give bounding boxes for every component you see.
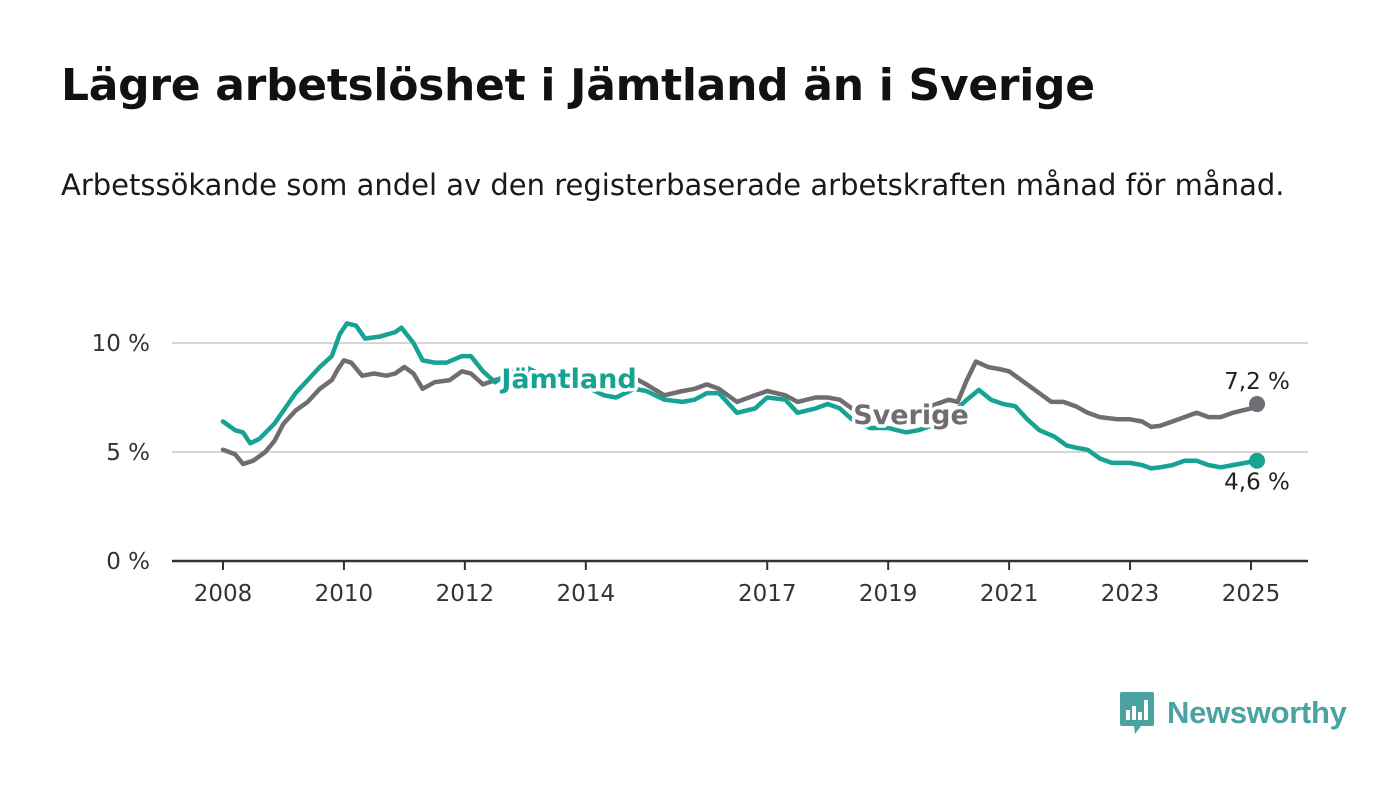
brand-logo: Newsworthy xyxy=(1119,690,1347,736)
y-tick-label: 5 % xyxy=(106,440,150,466)
end-value-label: 4,6 % xyxy=(1224,470,1290,496)
x-tick-label: 2014 xyxy=(557,581,616,607)
chart-title: Lägre arbetslöshet i Jämtland än i Sveri… xyxy=(61,60,1095,111)
series-end-point xyxy=(1249,396,1266,413)
series-label: Jämtland xyxy=(499,364,636,395)
y-tick-label: 0 % xyxy=(106,549,150,575)
x-tick-label: 2023 xyxy=(1101,581,1160,607)
brand-name: Newsworthy xyxy=(1167,695,1347,730)
end-value-label: 7,2 % xyxy=(1224,369,1290,395)
series-line-sverige xyxy=(220,358,1260,467)
series-line-jmtland xyxy=(220,321,1260,471)
x-tick-label: 2010 xyxy=(315,581,374,607)
x-tick-label: 2008 xyxy=(194,581,253,607)
x-tick-label: 2012 xyxy=(436,581,495,607)
y-tick-label: 10 % xyxy=(92,331,150,357)
chart-subtitle: Arbetssökande som andel av den registerb… xyxy=(61,168,1285,202)
x-tick-label: 2025 xyxy=(1222,581,1281,607)
series-end-point xyxy=(1249,452,1266,469)
newsworthy-logo-icon xyxy=(1120,692,1154,734)
x-tick-label: 2021 xyxy=(980,581,1039,607)
series-label: Sverige xyxy=(853,400,969,431)
x-tick-label: 2019 xyxy=(859,581,918,607)
x-tick-label: 2017 xyxy=(738,581,797,607)
